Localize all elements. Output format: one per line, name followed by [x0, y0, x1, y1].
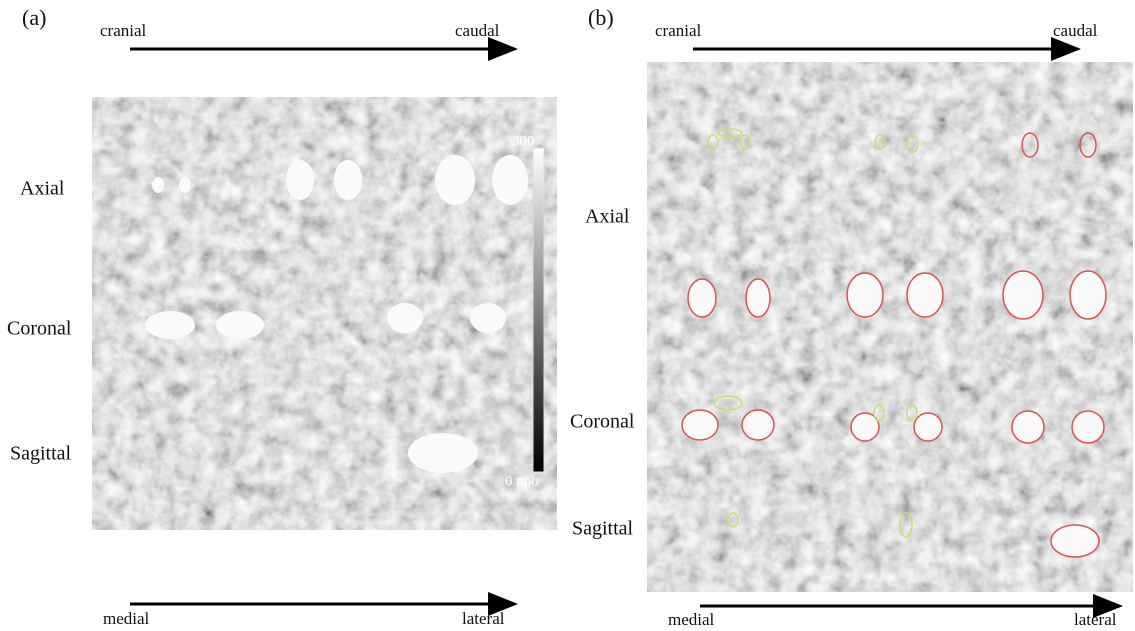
- scan-image: [92, 97, 247, 255]
- region: [435, 155, 475, 205]
- scan-image: [809, 215, 971, 370]
- panel-a: (a) cranial caudal 300 0 ppb Axial Coron…: [7, 5, 557, 628]
- arrow-end: caudal: [1053, 21, 1098, 40]
- colorbar-min: 0 ppb: [505, 473, 539, 489]
- scan-image: [971, 215, 1133, 370]
- region: [470, 303, 506, 333]
- scan-image: [971, 370, 1133, 480]
- colorbar-max: 300: [512, 133, 535, 149]
- scan-image: [647, 62, 809, 215]
- region: [387, 303, 423, 333]
- region: [216, 311, 264, 339]
- arrow-end: lateral: [1074, 610, 1117, 629]
- row-label: Coronal: [570, 411, 635, 433]
- image-grid: [647, 62, 1133, 592]
- scan-image: [92, 255, 322, 388]
- scan-image: [647, 480, 809, 592]
- colorbar: [533, 148, 544, 472]
- panel-label: (a): [22, 5, 46, 30]
- row-label: Coronal: [7, 318, 72, 340]
- row-label: Sagittal: [10, 443, 72, 465]
- scan-image: [647, 370, 809, 480]
- scan-image: [809, 370, 971, 480]
- scan-image: [971, 62, 1133, 215]
- arrow-start: cranial: [100, 21, 147, 40]
- arrow-start: cranial: [655, 21, 702, 40]
- region: [152, 177, 164, 193]
- scan-image: [92, 388, 322, 530]
- region: [334, 160, 362, 200]
- scan-image: [809, 480, 971, 592]
- scan-image: [322, 255, 557, 388]
- panel-b: (b) cranial caudal: [570, 5, 1133, 629]
- row-label: Sagittal: [572, 518, 634, 540]
- region: [179, 177, 191, 193]
- region: [145, 311, 195, 339]
- image-grid: [92, 97, 557, 530]
- arrow-start: medial: [103, 609, 150, 628]
- scan-image: [647, 215, 809, 370]
- arrow-start: medial: [668, 610, 715, 629]
- panel-label: (b): [588, 5, 614, 30]
- row-label: Axial: [20, 178, 65, 200]
- figure: (a) cranial caudal 300 0 ppb Axial Coron…: [0, 0, 1135, 631]
- arrow-end: lateral: [462, 609, 505, 628]
- region: [286, 160, 314, 200]
- region: [492, 155, 528, 205]
- arrow-end: caudal: [455, 21, 500, 40]
- row-label: Axial: [585, 206, 630, 228]
- scan-image: [809, 62, 971, 215]
- scan-image: [247, 97, 402, 255]
- region: [408, 433, 478, 473]
